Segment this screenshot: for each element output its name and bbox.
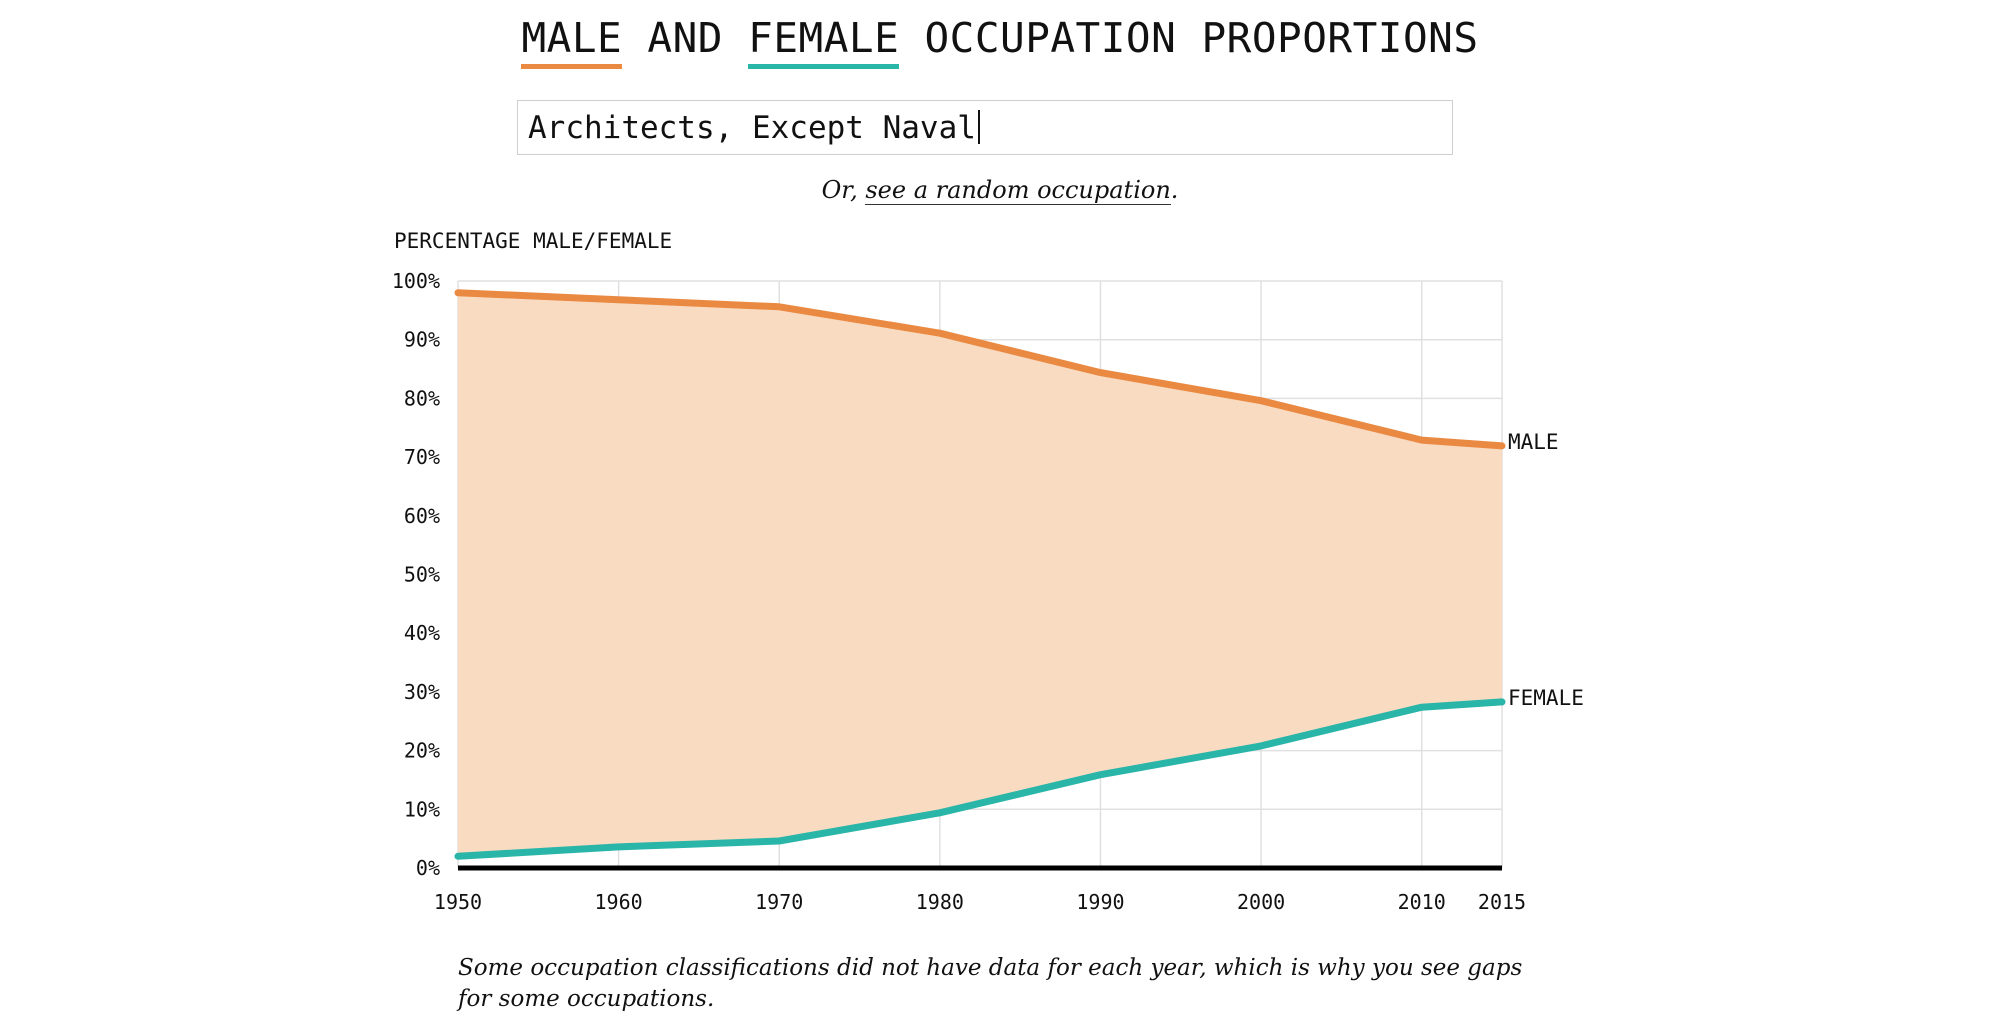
area-chart: PERCENTAGE MALE/FEMALE 0% 10% 20% 30% 40% 50%… bbox=[392, 229, 1584, 914]
male-line bbox=[454, 289, 1506, 450]
y-axis-label: PERCENTAGE MALE/FEMALE bbox=[394, 229, 672, 253]
male-series-label: MALE bbox=[1508, 430, 1559, 454]
x-tick-label: 1950 bbox=[434, 890, 482, 914]
y-tick-label: 70% bbox=[404, 445, 440, 469]
y-tick-label: 20% bbox=[404, 739, 440, 763]
x-tick-label: 1990 bbox=[1076, 890, 1124, 914]
random-suffix: . bbox=[1170, 176, 1179, 204]
footnote: Some occupation classifications did not … bbox=[458, 955, 1523, 1012]
y-tick-label: 30% bbox=[404, 680, 440, 704]
x-tick-label: 2000 bbox=[1237, 890, 1285, 914]
x-tick-label: 1980 bbox=[916, 890, 964, 914]
x-tick-label: 2015 bbox=[1478, 890, 1526, 914]
y-tick-labels: 0% 10% 20% 30% 40% 50% 60% 70% 80% 90% 100% bbox=[392, 269, 440, 880]
female-series-label: FEMALE bbox=[1508, 686, 1584, 710]
y-tick-label: 100% bbox=[392, 269, 440, 293]
title-female-key: FEMALE bbox=[748, 14, 900, 69]
y-tick-label: 50% bbox=[404, 563, 440, 587]
chart-title: MALE AND FEMALE OCCUPATION PROPORTIONS bbox=[0, 14, 2000, 69]
random-occupation-line: Or, see a random occupation. bbox=[0, 176, 2000, 205]
y-tick-label: 90% bbox=[404, 328, 440, 352]
x-tick-label: 1960 bbox=[595, 890, 643, 914]
title-male-key: MALE bbox=[521, 14, 623, 69]
title-rest: OCCUPATION PROPORTIONS bbox=[924, 14, 1479, 62]
y-tick-label: 40% bbox=[404, 621, 440, 645]
x-tick-label: 1970 bbox=[755, 890, 803, 914]
random-occupation-link[interactable]: see a random occupation bbox=[865, 176, 1171, 205]
random-prefix: Or, bbox=[821, 176, 858, 204]
y-tick-label: 10% bbox=[404, 797, 440, 821]
y-tick-label: 80% bbox=[404, 386, 440, 410]
title-and: AND bbox=[647, 14, 723, 62]
x-tick-labels: 1950 1960 1970 1980 1990 2000 2010 2015 bbox=[434, 890, 1526, 914]
y-tick-label: 60% bbox=[404, 504, 440, 528]
y-tick-label: 0% bbox=[416, 856, 440, 880]
x-tick-label: 2010 bbox=[1398, 890, 1446, 914]
female-line bbox=[454, 698, 1506, 860]
occupation-search-input[interactable] bbox=[518, 101, 1452, 154]
area-fill bbox=[458, 292, 1502, 857]
